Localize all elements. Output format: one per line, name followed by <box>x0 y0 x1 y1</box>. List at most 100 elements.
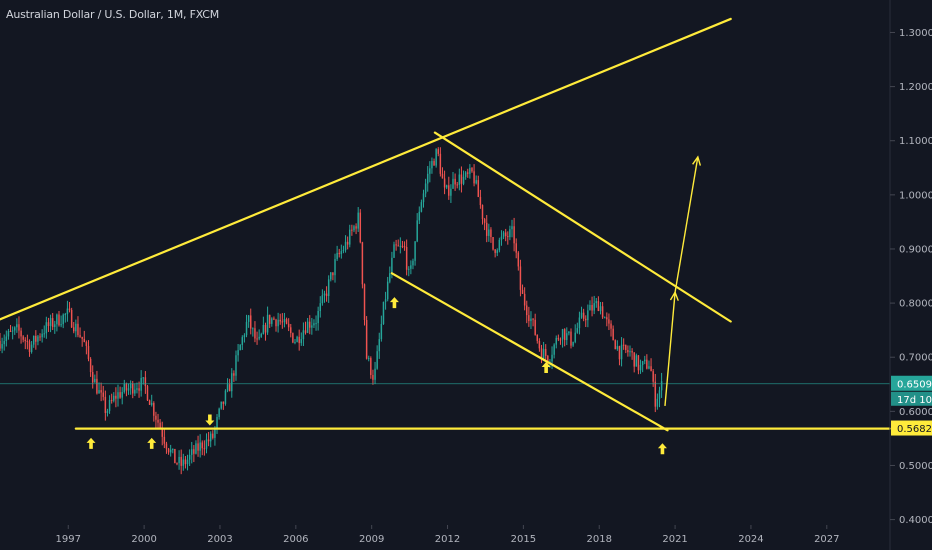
candle-body <box>285 319 288 324</box>
ascending-trendline <box>0 17 732 321</box>
candle-body <box>450 188 452 196</box>
candle-body <box>271 318 273 324</box>
candle-body <box>644 359 646 362</box>
candle-body <box>249 315 252 329</box>
candle-body <box>361 242 364 285</box>
candle-body <box>323 293 326 296</box>
candle-body <box>138 388 140 391</box>
candle-body <box>538 340 541 349</box>
candle-body <box>610 323 612 329</box>
candle-body <box>296 336 298 342</box>
candle-body <box>386 281 389 300</box>
candle-body <box>115 395 117 399</box>
up-arrow-icon <box>389 297 399 309</box>
candle-body <box>353 226 355 231</box>
candle-body <box>300 339 303 344</box>
candle-body <box>201 442 204 449</box>
candle-body <box>70 309 73 328</box>
candle-body <box>119 392 121 398</box>
candle-body <box>601 306 604 318</box>
candle-body <box>129 383 132 389</box>
candle-body <box>292 333 294 343</box>
candle-body <box>338 252 340 255</box>
candle-body <box>231 373 233 392</box>
time-axis[interactable]: 1997 2000 2003 2006 2009 2012 2015 2018 2021 2024… <box>56 525 840 545</box>
candle-body <box>159 422 161 429</box>
candle-body <box>83 338 86 343</box>
candle-body <box>641 361 644 365</box>
candle-body <box>252 328 254 330</box>
candle-body <box>193 449 195 454</box>
projection-arrow-head <box>669 290 679 301</box>
candle-body <box>167 448 170 453</box>
candle-body <box>471 167 473 172</box>
candle-body <box>110 400 113 402</box>
time-axis-label: 2024 <box>738 534 763 545</box>
candle-body <box>66 308 69 315</box>
candle-body <box>622 344 625 346</box>
candle-body <box>77 323 79 336</box>
candle-body <box>308 321 311 328</box>
candle-body <box>469 167 471 174</box>
candle-body <box>182 459 185 466</box>
candle-body <box>302 330 305 340</box>
candle-body <box>456 184 458 186</box>
candle-body <box>18 324 20 331</box>
candle-body <box>397 245 399 247</box>
candle-body <box>64 314 67 316</box>
candle-body <box>378 339 380 352</box>
candle-body <box>117 392 119 399</box>
candle-body <box>494 249 496 253</box>
candle-body <box>106 410 109 413</box>
candle-body <box>344 241 347 251</box>
candle-body <box>534 319 536 335</box>
candle-body <box>460 174 463 184</box>
candle-body <box>367 358 370 360</box>
candle-body <box>150 402 153 405</box>
candle-body <box>35 335 37 342</box>
down-arrow-icon <box>205 414 215 426</box>
candle-body <box>389 273 391 282</box>
candle-body <box>513 226 515 244</box>
candle-body <box>563 329 566 341</box>
candle-body <box>557 337 560 340</box>
candle-body <box>382 301 385 324</box>
candle-body <box>418 211 421 221</box>
candle-body <box>515 243 517 253</box>
up-arrow-icon <box>147 437 157 449</box>
candle-body <box>37 336 39 342</box>
candle-body <box>266 314 269 333</box>
candle-body <box>56 314 58 325</box>
candle-body <box>277 319 279 327</box>
candle-body <box>199 442 201 451</box>
candle-body <box>391 257 393 274</box>
candle-body <box>254 328 256 339</box>
candle-body <box>660 381 663 391</box>
candle-body <box>125 384 128 391</box>
candle-body <box>306 321 309 333</box>
price-tags: 0.65096 17d 10h 0.56826 <box>891 375 932 436</box>
candle-body <box>121 391 123 398</box>
candle-body <box>422 193 425 203</box>
candle-body <box>108 400 111 411</box>
candle-body <box>298 336 300 344</box>
candle-body <box>650 366 652 372</box>
candle-body <box>342 250 345 252</box>
candle-body <box>646 359 648 369</box>
candle-body <box>174 448 176 464</box>
candle-body <box>1 344 3 349</box>
candle-body <box>521 289 524 294</box>
candle-body <box>102 392 104 397</box>
candle-body <box>597 301 600 312</box>
price-axis-label: 0.40000 <box>899 515 932 526</box>
candle-body <box>544 349 547 356</box>
candle-body <box>530 318 532 322</box>
candle-body <box>585 318 587 321</box>
candle-body <box>188 454 191 460</box>
candle-body <box>658 390 661 399</box>
candle-body <box>561 329 564 340</box>
